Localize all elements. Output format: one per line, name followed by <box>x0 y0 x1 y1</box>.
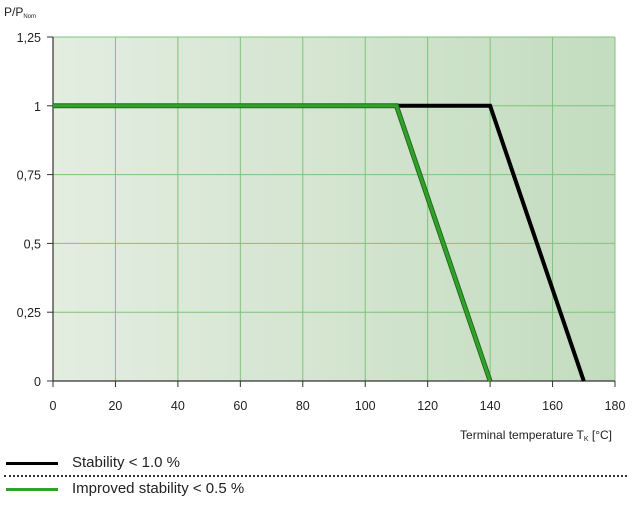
y-tick-label: 1 <box>34 100 41 114</box>
axes <box>47 36 616 387</box>
y-tick-label: 0,25 <box>17 306 41 320</box>
legend-item-stability: Stability < 1.0 % <box>0 452 637 477</box>
y-tick-label: 0,5 <box>24 237 41 251</box>
series-line-improved-stability <box>53 104 492 382</box>
y-axis-label: P/PNom <box>4 5 37 20</box>
x-tick-label: 180 <box>605 399 626 413</box>
x-tick-label: 40 <box>171 399 185 413</box>
legend-divider <box>4 475 627 477</box>
series-layer <box>53 103 586 382</box>
legend-swatch-black <box>6 462 58 465</box>
y-tick-label: 0,75 <box>17 169 41 183</box>
plot-area <box>53 37 615 381</box>
y-tick-label: 0 <box>34 375 41 389</box>
x-tick-label: 120 <box>417 399 438 413</box>
legend-label: Stability < 1.0 % <box>72 454 180 471</box>
x-tick-label: 80 <box>296 399 310 413</box>
legend-label: Improved stability < 0.5 % <box>72 480 245 497</box>
x-tick-label: 0 <box>50 399 57 413</box>
legend: Stability < 1.0 % Improved stability < 0… <box>0 452 637 500</box>
x-tick-label: 100 <box>355 399 376 413</box>
x-axis-label: Terminal temperature TK [°C] <box>460 428 612 443</box>
x-tick-label: 140 <box>480 399 501 413</box>
derating-chart: 0 20 40 60 80 100 120 140 160 180 0 0,25 0,5 0,75 1 1,2… <box>17 31 626 413</box>
y-tick-label: 1,25 <box>17 31 41 45</box>
x-tick-label: 20 <box>108 399 122 413</box>
legend-item-improved-stability: Improved stability < 0.5 % <box>0 478 637 500</box>
tick-labels: 0 20 40 60 80 100 120 140 160 180 0 0,25 0,5 0,75 1 1,2… <box>17 31 626 413</box>
x-tick-label: 60 <box>233 399 247 413</box>
legend-swatch-green <box>6 488 58 491</box>
x-tick-label: 160 <box>542 399 563 413</box>
